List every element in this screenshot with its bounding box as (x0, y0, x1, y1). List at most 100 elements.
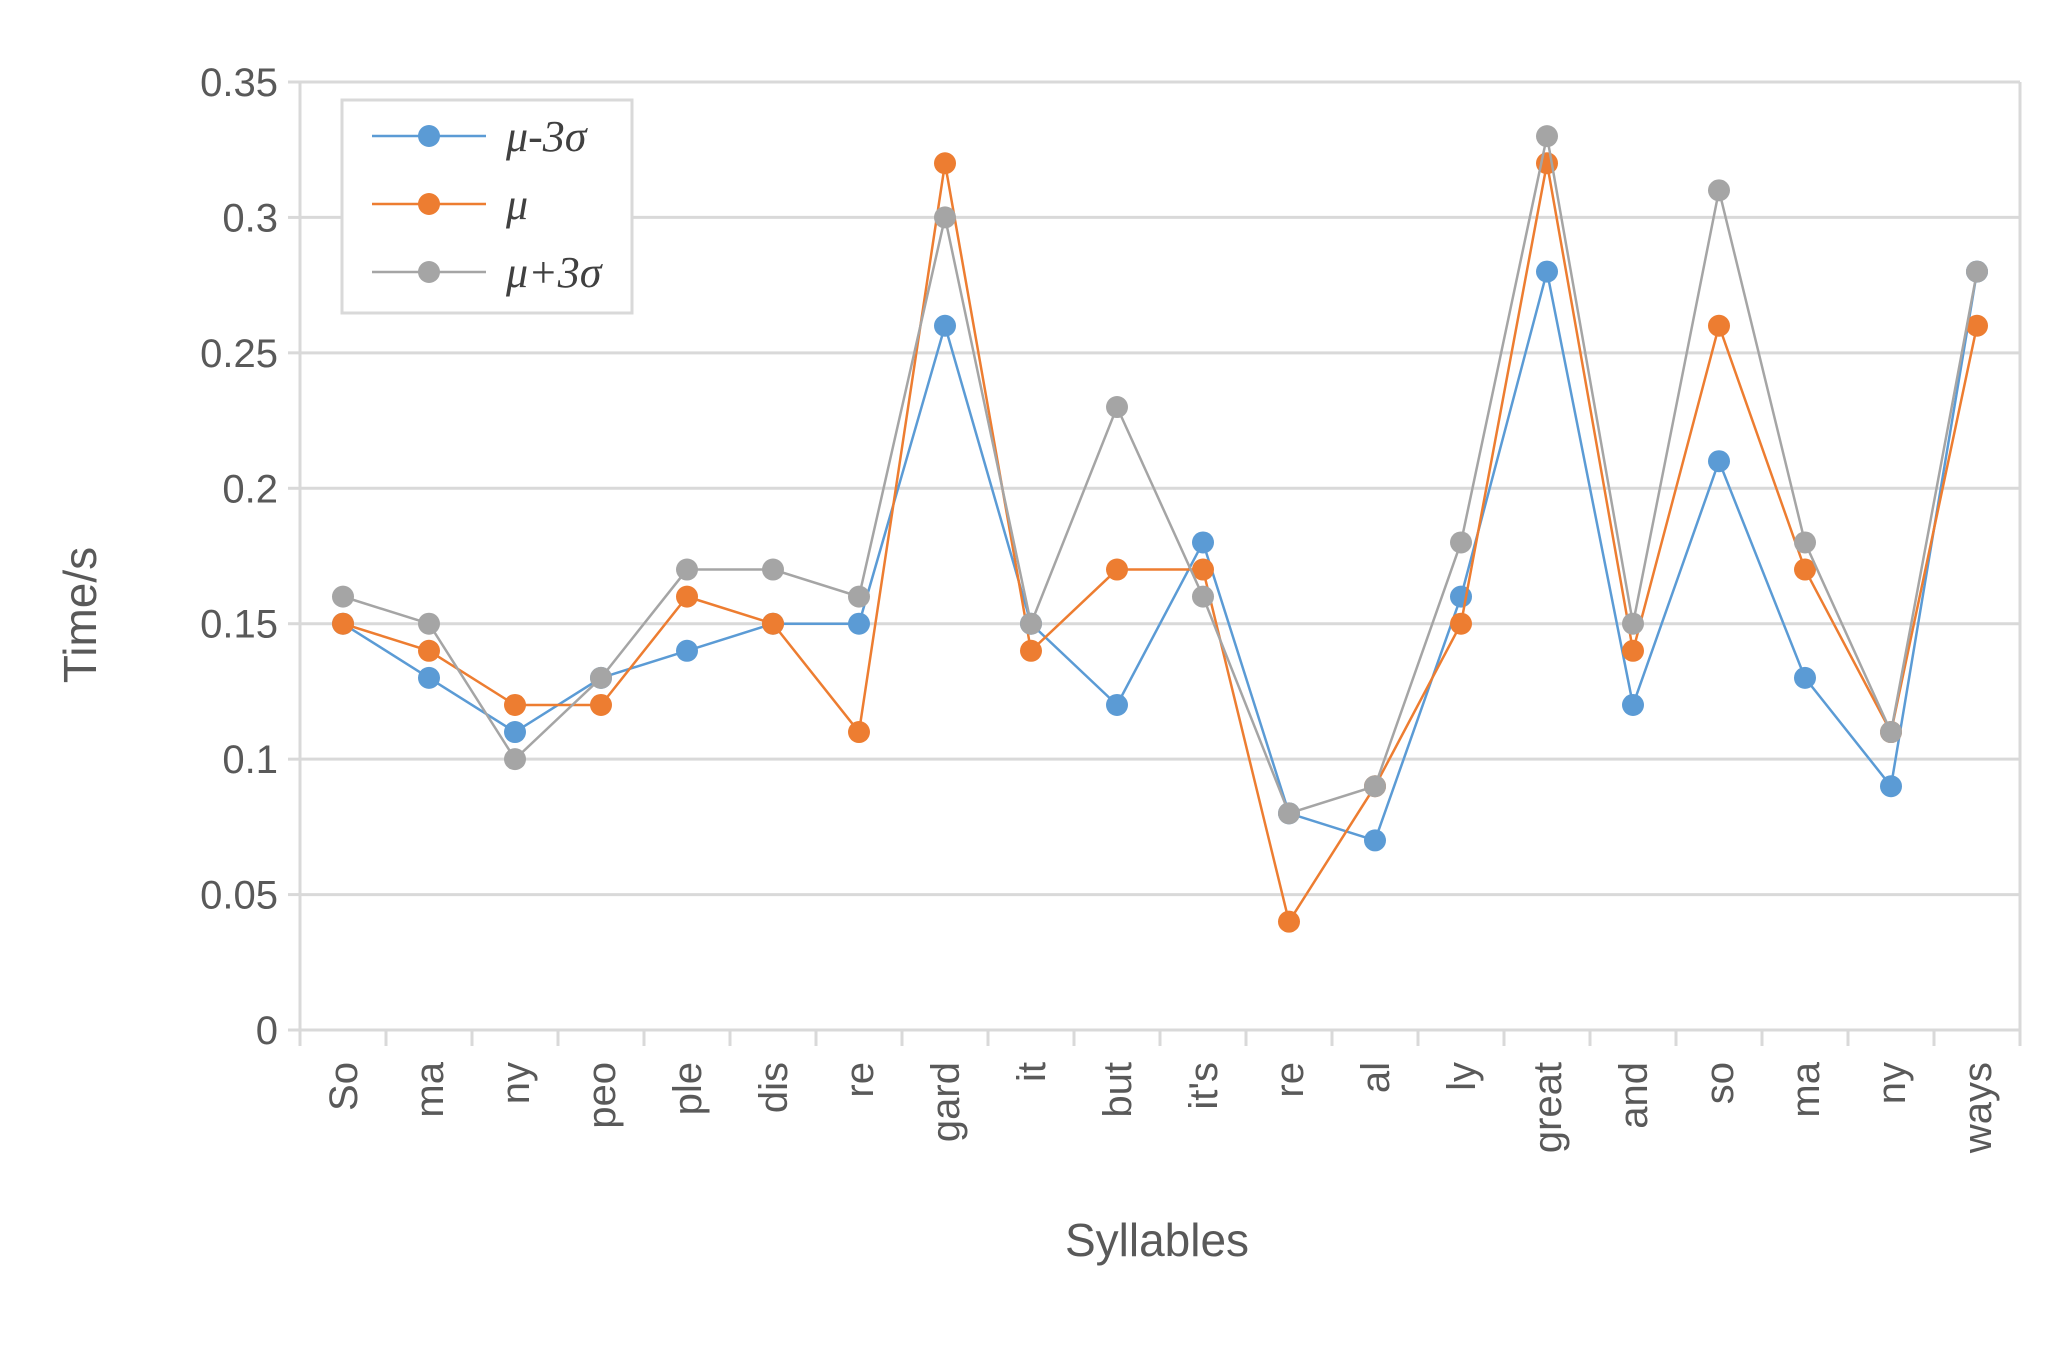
y-tick-label: 0.05 (200, 874, 278, 918)
data-point (1278, 802, 1300, 825)
data-point (1708, 450, 1730, 473)
data-point (934, 152, 956, 175)
data-point (1622, 693, 1644, 716)
x-tick-label: So (322, 1062, 366, 1111)
x-tick-label: great (1526, 1062, 1570, 1153)
x-tick-label: ny (494, 1062, 538, 1104)
legend-item: μ-3σ (372, 112, 589, 161)
y-tick-label: 0.1 (222, 738, 278, 782)
x-tick-label: it's (1182, 1062, 1226, 1110)
data-point (1794, 558, 1816, 581)
legend-label: μ+3σ (505, 248, 604, 297)
data-point (590, 693, 612, 716)
data-point (418, 612, 440, 635)
data-point (1622, 612, 1644, 635)
series-line (342, 271, 1979, 842)
data-point (1450, 531, 1472, 554)
x-tick-label: so (1698, 1062, 1742, 1104)
series-group (332, 125, 1988, 825)
data-point (676, 585, 698, 608)
data-point (418, 666, 440, 689)
legend-label: μ-3σ (505, 112, 589, 161)
data-point (504, 748, 526, 771)
x-axis-ticks: So ma ny peo ple dis re gard it but it's re al ly grea… (322, 1061, 2000, 1154)
y-axis-ticks: 0 0.05 0.1 0.15 0.2 0.25 0.3 0.35 (200, 61, 278, 1053)
data-point (504, 693, 526, 716)
x-tick-label: re (1268, 1062, 1312, 1098)
legend-marker (418, 193, 440, 215)
y-tick-label: 0.15 (200, 603, 278, 647)
data-point (762, 612, 784, 635)
data-point (1020, 639, 1042, 662)
x-tick-label: re (838, 1062, 882, 1098)
data-point (1364, 829, 1386, 852)
data-point (676, 558, 698, 581)
data-point (1192, 558, 1214, 581)
data-point (1450, 612, 1472, 635)
data-point (1966, 260, 1988, 283)
x-tick-label: ma (408, 1061, 452, 1117)
data-point (1708, 314, 1730, 337)
y-axis-title: Time/s (54, 547, 106, 683)
data-point (676, 639, 698, 662)
legend-item: μ+3σ (372, 248, 604, 297)
data-point (848, 721, 870, 744)
y-tick-label: 0.3 (222, 196, 278, 240)
series-line (342, 163, 1979, 925)
legend-marker (418, 125, 440, 147)
legend-marker (418, 261, 440, 283)
x-axis-title: Syllables (1065, 1214, 1249, 1266)
x-tick-label: dis (752, 1062, 796, 1113)
data-point (1020, 612, 1042, 635)
x-tick-label: al (1354, 1062, 1398, 1093)
y-tick-label: 0.25 (200, 332, 278, 376)
data-point (1880, 775, 1902, 798)
data-point (1536, 125, 1558, 148)
data-point (1622, 639, 1644, 662)
data-point (504, 721, 526, 744)
data-point (762, 558, 784, 581)
data-point (332, 585, 354, 608)
data-point (1106, 693, 1128, 716)
data-point (1966, 314, 1988, 337)
x-tick-label: gard (924, 1062, 968, 1142)
data-point (848, 612, 870, 635)
data-point (1106, 558, 1128, 581)
y-tick-label: 0 (256, 1009, 278, 1053)
x-tick-label: ways (1956, 1062, 2000, 1154)
legend-label: μ (505, 180, 528, 229)
x-tick-label: and (1612, 1062, 1656, 1129)
x-tick-label: it (1010, 1062, 1054, 1082)
data-point (1794, 666, 1816, 689)
data-point (1106, 396, 1128, 419)
data-point (934, 314, 956, 337)
x-tick-label: ly (1440, 1062, 1484, 1091)
y-tick-label: 0.35 (200, 61, 278, 105)
data-point (1880, 721, 1902, 744)
axes (288, 80, 2022, 1046)
data-point (934, 206, 956, 229)
data-point (1192, 531, 1214, 554)
series-layer (332, 125, 1988, 933)
data-point (1536, 260, 1558, 283)
data-point (590, 666, 612, 689)
data-point (1794, 531, 1816, 554)
series-group (332, 260, 1988, 852)
data-point (332, 612, 354, 635)
x-tick-label: but (1096, 1062, 1140, 1118)
data-point (1708, 179, 1730, 202)
x-tick-label: peo (580, 1062, 624, 1129)
series-line (342, 135, 1979, 815)
x-tick-label: ple (666, 1062, 710, 1115)
legend: μ-3σ μ μ+3σ (340, 98, 634, 315)
data-point (1364, 775, 1386, 798)
data-point (1278, 910, 1300, 933)
data-point (848, 585, 870, 608)
x-tick-label: ny (1870, 1062, 1914, 1104)
legend-item: μ (372, 180, 528, 229)
y-tick-label: 0.2 (222, 467, 278, 511)
data-point (1192, 585, 1214, 608)
x-tick-label: ma (1784, 1061, 1828, 1117)
data-point (418, 639, 440, 662)
